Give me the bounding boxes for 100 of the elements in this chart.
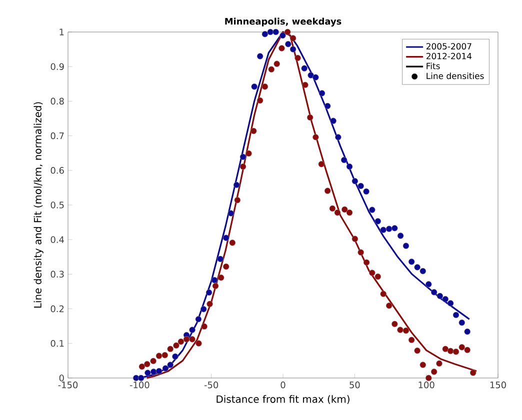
- point: [386, 226, 392, 232]
- point: [267, 28, 274, 36]
- point: [426, 374, 432, 382]
- point: [352, 178, 358, 184]
- point: [458, 344, 466, 350]
- point: [280, 32, 286, 39]
- point: [212, 282, 219, 290]
- point: [162, 352, 168, 358]
- point: [150, 358, 156, 364]
- point: [217, 256, 224, 262]
- point: [206, 300, 213, 308]
- point: [358, 182, 364, 190]
- point: [346, 209, 353, 216]
- point: [402, 242, 410, 249]
- y-tick-label: 0.6: [50, 167, 64, 174]
- point: [436, 292, 444, 300]
- point: [229, 240, 236, 246]
- point: [324, 188, 331, 194]
- x-tick-label: 0: [280, 382, 286, 388]
- point: [414, 264, 420, 270]
- point: [430, 289, 438, 296]
- point: [312, 134, 319, 140]
- point: [284, 28, 291, 36]
- point: [211, 276, 218, 284]
- point: [218, 274, 224, 281]
- y-tick-label: 0.2: [50, 305, 64, 312]
- y-tick-label: 0.4: [50, 236, 64, 243]
- point: [380, 290, 386, 298]
- point: [447, 348, 454, 354]
- point: [342, 206, 348, 213]
- point: [334, 209, 341, 216]
- point: [447, 300, 454, 306]
- point: [294, 54, 301, 62]
- point: [262, 30, 268, 38]
- point: [392, 225, 398, 232]
- point: [420, 362, 426, 368]
- point: [329, 205, 336, 212]
- point: [138, 374, 144, 382]
- point: [240, 154, 246, 160]
- point: [430, 368, 438, 375]
- point: [178, 338, 184, 345]
- y-tick-label: 0.9: [50, 63, 64, 70]
- legend-label: Fits: [426, 62, 440, 70]
- x-tick-label: 150: [490, 382, 506, 388]
- point: [150, 368, 157, 375]
- point: [138, 363, 146, 370]
- point: [330, 118, 336, 124]
- point: [369, 206, 376, 213]
- point: [397, 326, 404, 334]
- y-tick-label: 0: [59, 374, 64, 382]
- point: [206, 289, 212, 296]
- point: [156, 368, 162, 374]
- point: [352, 236, 358, 242]
- point: [285, 40, 292, 48]
- x-axis-title: Distance from fit max (km): [216, 395, 350, 404]
- point: [173, 342, 180, 349]
- point: [470, 370, 476, 376]
- point: [172, 353, 178, 360]
- point: [442, 346, 449, 352]
- chart-title: Minneapolis, weekdays: [225, 18, 342, 26]
- point: [397, 232, 404, 239]
- point: [374, 218, 382, 224]
- point: [246, 150, 252, 157]
- point: [278, 45, 285, 52]
- x-tick-label: 50: [350, 382, 360, 388]
- point: [414, 348, 420, 354]
- point: [183, 336, 190, 342]
- point: [363, 188, 370, 195]
- point: [458, 320, 466, 326]
- point: [290, 35, 296, 42]
- point: [162, 365, 169, 372]
- point: [340, 156, 348, 164]
- point: [250, 128, 257, 134]
- point: [167, 362, 174, 368]
- point: [268, 66, 275, 73]
- point: [156, 352, 162, 359]
- point: [392, 320, 398, 328]
- point: [306, 114, 314, 121]
- point: [256, 53, 264, 60]
- point: [464, 328, 470, 335]
- point: [408, 336, 415, 344]
- point: [408, 258, 415, 265]
- point: [233, 182, 240, 188]
- point: [426, 281, 432, 288]
- point: [228, 210, 234, 216]
- point: [144, 361, 150, 368]
- point: [290, 46, 296, 52]
- point: [402, 327, 410, 334]
- point: [335, 134, 342, 140]
- point: [189, 336, 196, 342]
- point: [132, 374, 140, 382]
- point: [312, 74, 319, 80]
- point: [324, 102, 331, 110]
- legend-label: 2012-2014: [426, 52, 472, 60]
- point: [380, 226, 386, 234]
- point: [167, 346, 174, 352]
- point: [256, 97, 264, 104]
- point: [196, 340, 202, 347]
- point: [374, 273, 382, 280]
- point: [452, 348, 460, 355]
